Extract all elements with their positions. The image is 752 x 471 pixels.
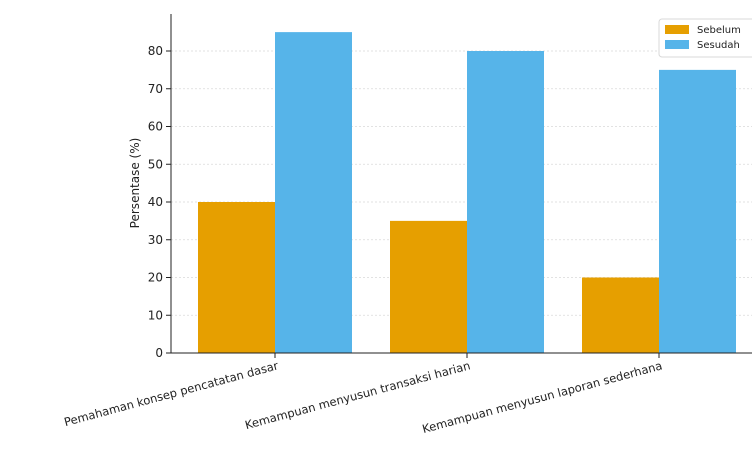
x-category-labels: Pemahaman konsep pencatatan dasarKemampu… xyxy=(63,353,664,436)
bar-sebelum-2 xyxy=(390,220,467,353)
y-tick-label: 0 xyxy=(155,346,163,360)
y-tick-label: 50 xyxy=(148,157,163,171)
legend: Sebelum Sesudah xyxy=(658,18,752,58)
legend-swatch-sesudah xyxy=(665,40,689,49)
legend-items: Sebelum Sesudah xyxy=(665,25,741,51)
y-tick-label: 80 xyxy=(148,44,163,58)
bar-sesudah-1 xyxy=(275,32,352,353)
legend-swatch-sebelum xyxy=(665,25,689,34)
bar-sebelum-3 xyxy=(582,277,659,353)
legend-label-sebelum: Sebelum xyxy=(697,25,741,36)
y-tick-label: 40 xyxy=(148,195,163,209)
y-tick-label: 60 xyxy=(148,120,163,134)
axes xyxy=(170,14,752,354)
legend-label-sesudah: Sesudah xyxy=(697,40,740,51)
y-tick-label: 70 xyxy=(148,82,163,96)
bars xyxy=(198,32,736,353)
y-tick-label: 10 xyxy=(148,308,163,322)
y-tick-label: 30 xyxy=(148,233,163,247)
y-ticks: 0 10 20 30 40 50 60 70 80 xyxy=(148,44,171,360)
y-axis-title: Persentase (%) xyxy=(128,138,142,229)
bar-sesudah-2 xyxy=(467,51,544,353)
bar-sesudah-3 xyxy=(659,69,736,353)
bar-sebelum-1 xyxy=(198,202,275,353)
y-tick-label: 20 xyxy=(148,271,163,285)
